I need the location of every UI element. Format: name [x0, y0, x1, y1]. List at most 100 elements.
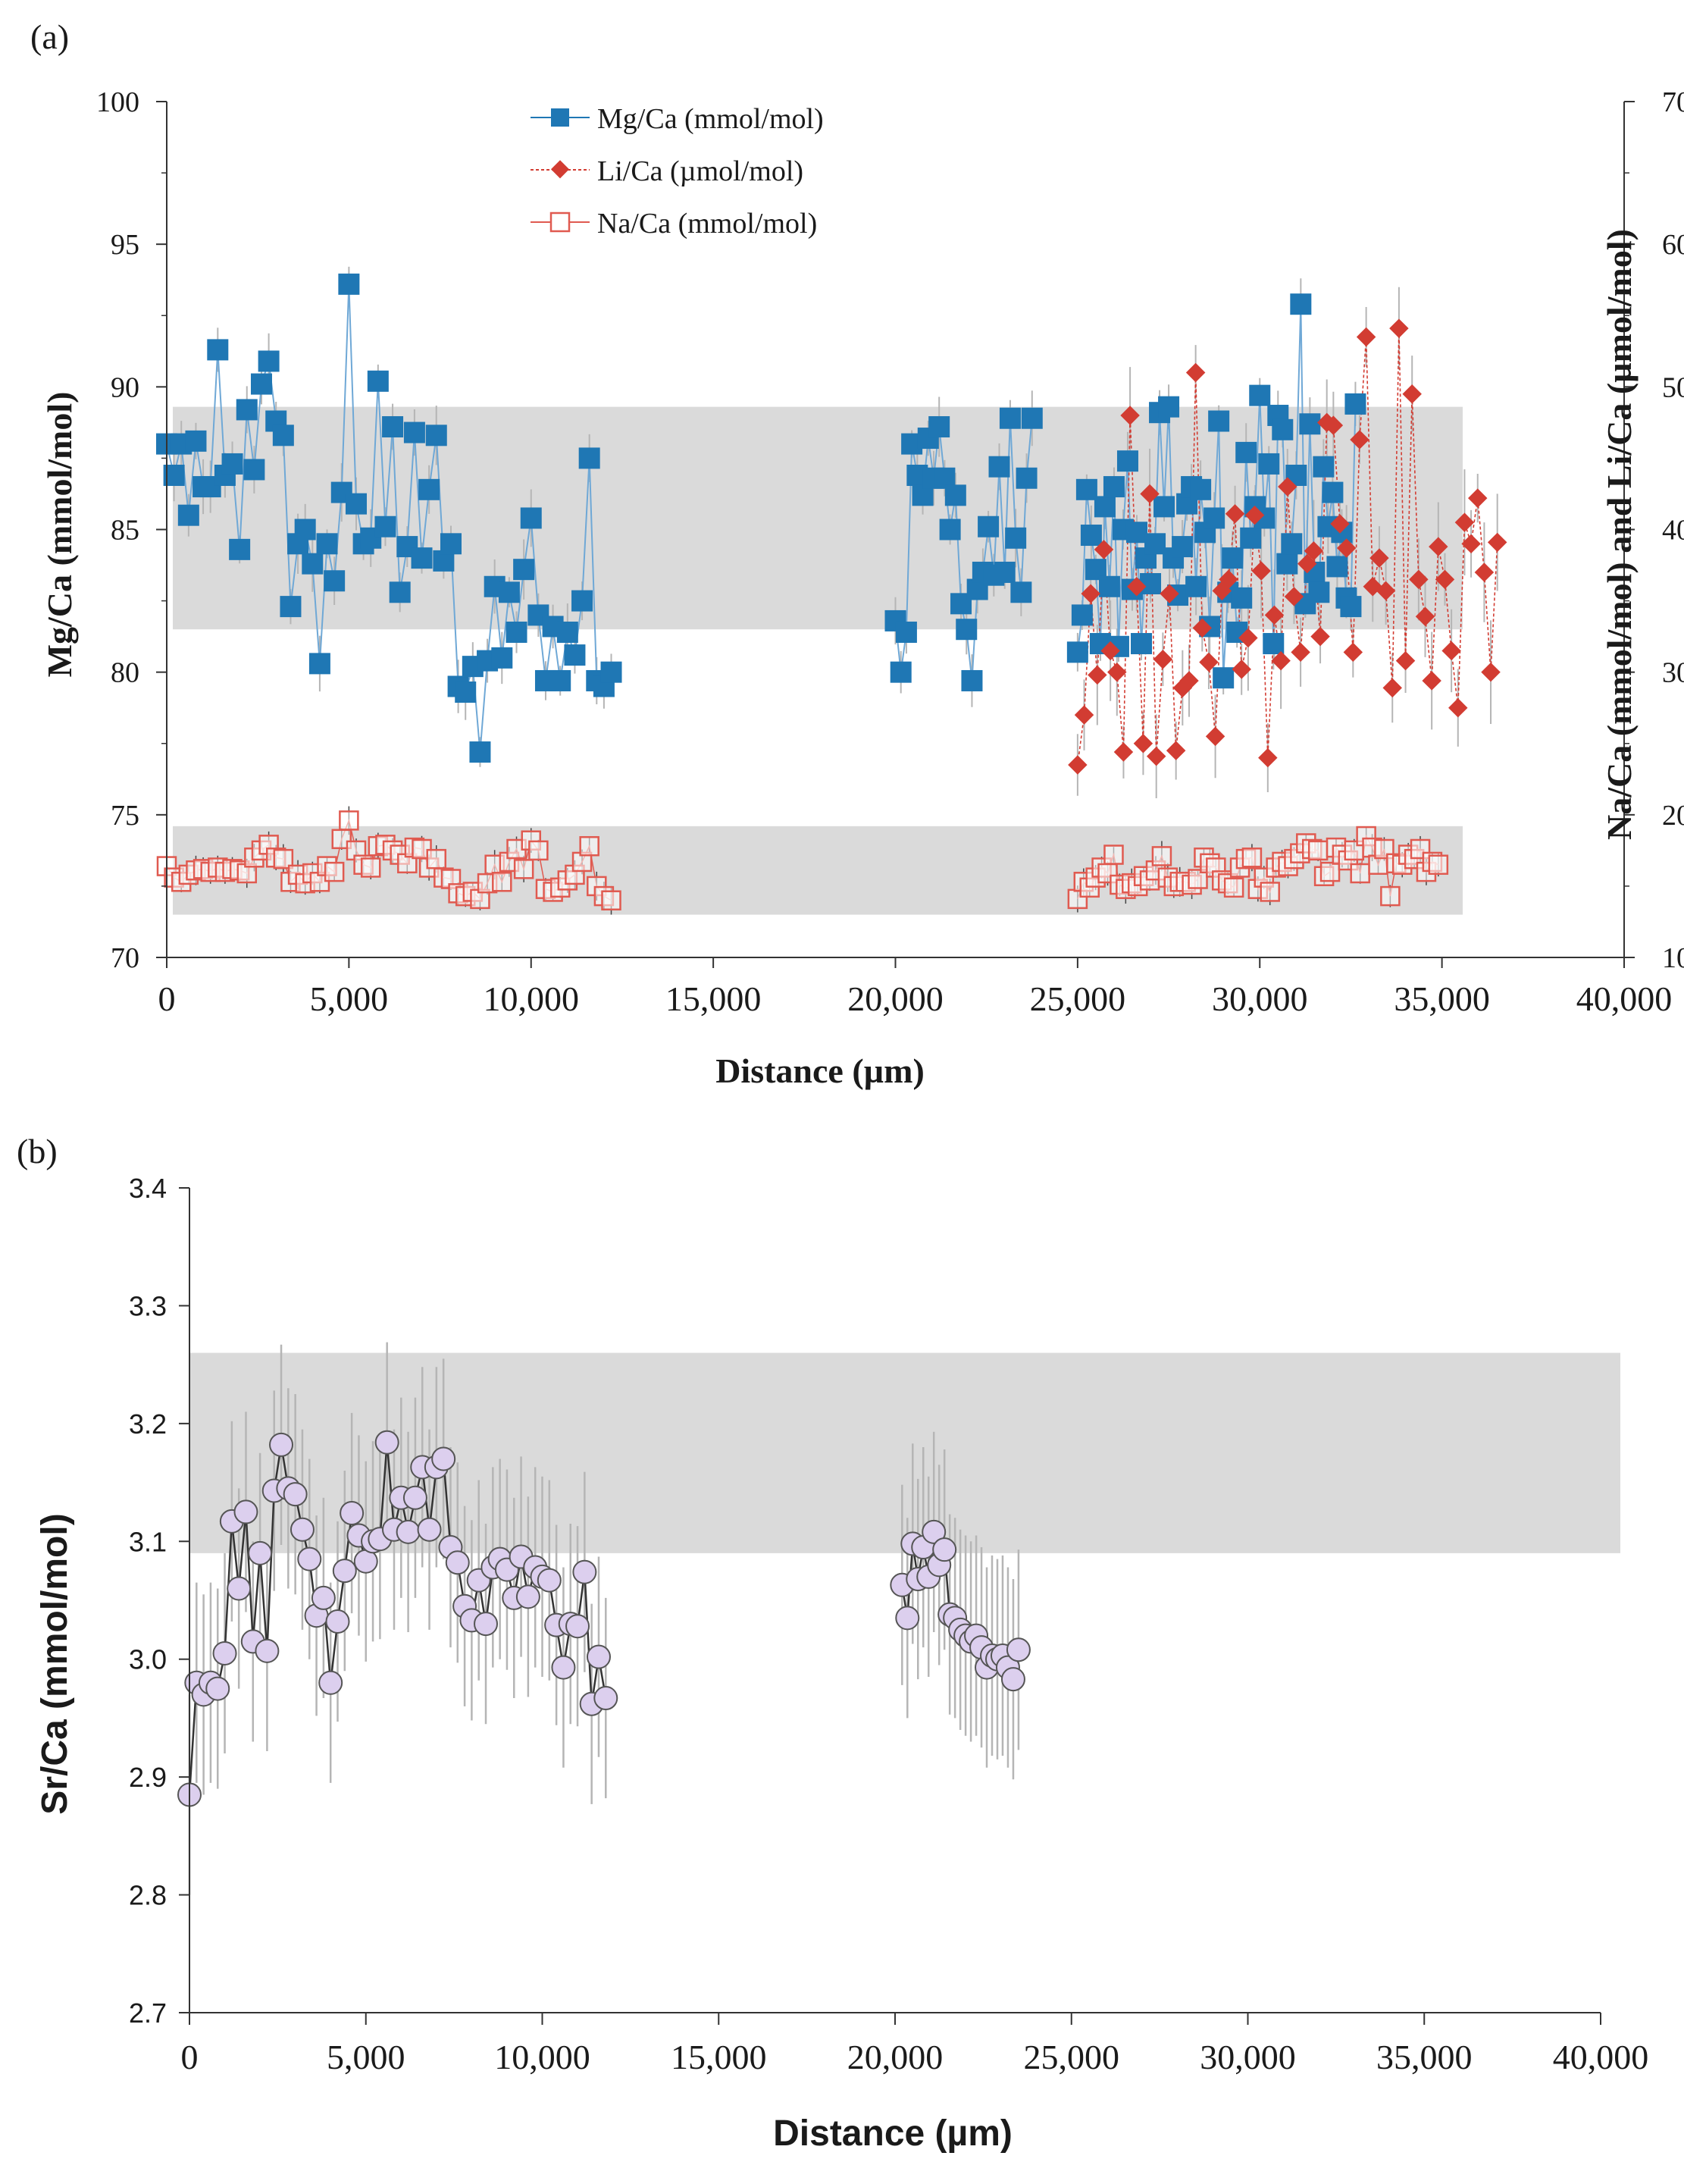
- panel-a-right-tick-label: 60: [1662, 229, 1684, 261]
- sr-ca-marker: [586, 1644, 611, 1669]
- legend-li-marker: [550, 160, 570, 179]
- mg-ca-marker: [549, 669, 571, 691]
- li-ca-marker: [1389, 318, 1409, 338]
- sr-ca-marker: [325, 1609, 350, 1634]
- na-ca-marker: [339, 810, 359, 831]
- na-ca-marker: [1428, 854, 1449, 875]
- sr-ca-marker: [269, 1432, 294, 1457]
- mg-ca-marker: [571, 590, 593, 612]
- mg-ca-marker: [988, 456, 1010, 478]
- sr-ca-marker: [402, 1485, 427, 1510]
- mg-ca-marker: [302, 553, 324, 575]
- mg-ca-marker: [890, 661, 912, 683]
- sr-ca-marker: [417, 1517, 442, 1542]
- li-ca-marker: [1474, 562, 1495, 582]
- panel-a-right-tick-label: 40: [1662, 515, 1684, 547]
- panel-b-x-tick-label: 30,000: [1200, 2038, 1296, 2076]
- sr-ca-marker: [922, 1519, 947, 1544]
- mg-ca-marker: [345, 493, 367, 515]
- na-ca-marker: [426, 848, 447, 870]
- mg-ca-marker: [1116, 450, 1138, 472]
- mg-ca-marker: [956, 619, 978, 641]
- panel-b-y-tick-label: 3.3: [129, 1290, 167, 1321]
- mg-ca-marker: [243, 459, 265, 481]
- mg-ca-marker: [1144, 533, 1166, 555]
- mg-ca-marker: [513, 559, 535, 581]
- li-ca-marker: [1166, 741, 1186, 760]
- mg-ca-marker: [1322, 481, 1344, 503]
- sr-ca-marker: [255, 1638, 280, 1663]
- mg-ca-marker: [1344, 393, 1366, 415]
- mg-ca-marker: [1258, 453, 1280, 475]
- mg-ca-marker: [556, 621, 578, 643]
- panel-a-left-tick-label: 75: [111, 800, 139, 832]
- sr-ca-marker: [537, 1568, 562, 1593]
- sr-ca-marker: [212, 1640, 237, 1665]
- na-ca-marker: [1241, 848, 1263, 868]
- panel-a-x-tick-label: 15,000: [665, 979, 762, 1018]
- panel-a-x-tick-label: 10,000: [484, 979, 580, 1018]
- mg-ca-marker: [440, 533, 462, 555]
- mg-ca-marker: [1185, 575, 1207, 597]
- panel-b-x-tick-label: 35,000: [1376, 2038, 1473, 2076]
- mg-ca-marker: [1263, 633, 1285, 655]
- li-ca-marker: [1481, 662, 1501, 682]
- mg-ca-marker: [236, 399, 258, 421]
- mg-ca-marker: [389, 581, 411, 603]
- panel-a-left-tick-label: 90: [111, 371, 139, 403]
- panel-b-x-tick-label: 15,000: [671, 2038, 767, 2076]
- sr-ca-marker: [551, 1655, 576, 1680]
- mg-ca-marker: [928, 416, 950, 438]
- sr-ca-marker: [431, 1446, 456, 1471]
- na-ca-marker: [579, 835, 599, 857]
- li-ca-marker: [1068, 755, 1088, 775]
- mg-series-line-2: [1076, 304, 1357, 678]
- mg-ca-marker: [1131, 633, 1153, 655]
- li-ca-marker: [1074, 705, 1094, 725]
- panel-a-legend: Mg/Ca (mmol/mol) Li/Ca (µmol/mol) Na/Ca …: [531, 103, 824, 240]
- legend-li-label: Li/Ca (µmol/mol): [597, 155, 803, 187]
- panel-a-axes: [156, 101, 1635, 968]
- na-ca-marker: [1350, 863, 1370, 884]
- li-ca-marker: [1402, 384, 1422, 404]
- panel-b-y-tick-label: 2.7: [129, 1998, 167, 2029]
- legend-entry-na: Na/Ca (mmol/mol): [531, 208, 817, 240]
- panel-a-x-tick-label: 40,000: [1576, 979, 1673, 1018]
- na-ca-marker: [1410, 838, 1431, 860]
- mg-ca-marker: [1340, 596, 1362, 618]
- panel-b-x-axis-title: Distance (µm): [773, 2113, 1013, 2154]
- mg-ca-marker: [411, 547, 433, 569]
- sr-ca-marker: [572, 1559, 597, 1584]
- mg-ca-marker: [1103, 476, 1125, 498]
- panel-b-axes: [179, 1187, 1601, 2025]
- panel-a-left-tick-label: 80: [111, 657, 139, 689]
- sr-ca-marker: [932, 1537, 957, 1562]
- panel-a-right-tick-label: 70: [1662, 86, 1684, 118]
- sr-ca-marker: [318, 1670, 343, 1695]
- mg-ca-marker: [1005, 527, 1027, 549]
- panel-a-right-tick-label: 10: [1662, 942, 1684, 974]
- panel-b-y-tick-label: 3.2: [129, 1408, 167, 1440]
- sr-ca-marker: [227, 1576, 252, 1601]
- panel-b-y-axis-title: Sr/Ca (mmol/mol): [35, 1513, 75, 1814]
- na-ca-marker: [360, 857, 381, 878]
- panel-b-y-tick-label: 3.0: [129, 1644, 167, 1675]
- panel-b-y-tick-label: 3.1: [129, 1526, 167, 1557]
- panel-b-x-tick-label: 20,000: [847, 2038, 944, 2076]
- mg-ca-marker: [961, 669, 983, 691]
- mg-ca-marker: [221, 453, 243, 475]
- mg-ca-marker: [1021, 407, 1043, 429]
- panel-b-x-tick-label: 0: [181, 2038, 199, 2076]
- panel-a-chart: 70 75 80 85 90 95 100 10 20 30 40 50 60 70 0 5,000 10,00…: [40, 86, 1684, 1090]
- mg-ca-marker: [1071, 604, 1093, 626]
- li-ca-marker: [1146, 746, 1166, 766]
- mg-ca-marker: [1213, 667, 1235, 689]
- mg-ca-marker: [564, 644, 586, 666]
- na-ca-marker: [513, 859, 534, 879]
- mg-ca-marker: [338, 273, 360, 295]
- panel-b-y-tick-label: 2.9: [129, 1762, 167, 1793]
- mg-ca-marker: [939, 519, 961, 541]
- li-ca-marker: [1133, 734, 1153, 754]
- panel-label-a: (a): [30, 17, 70, 56]
- mg-ca-marker: [1240, 527, 1262, 549]
